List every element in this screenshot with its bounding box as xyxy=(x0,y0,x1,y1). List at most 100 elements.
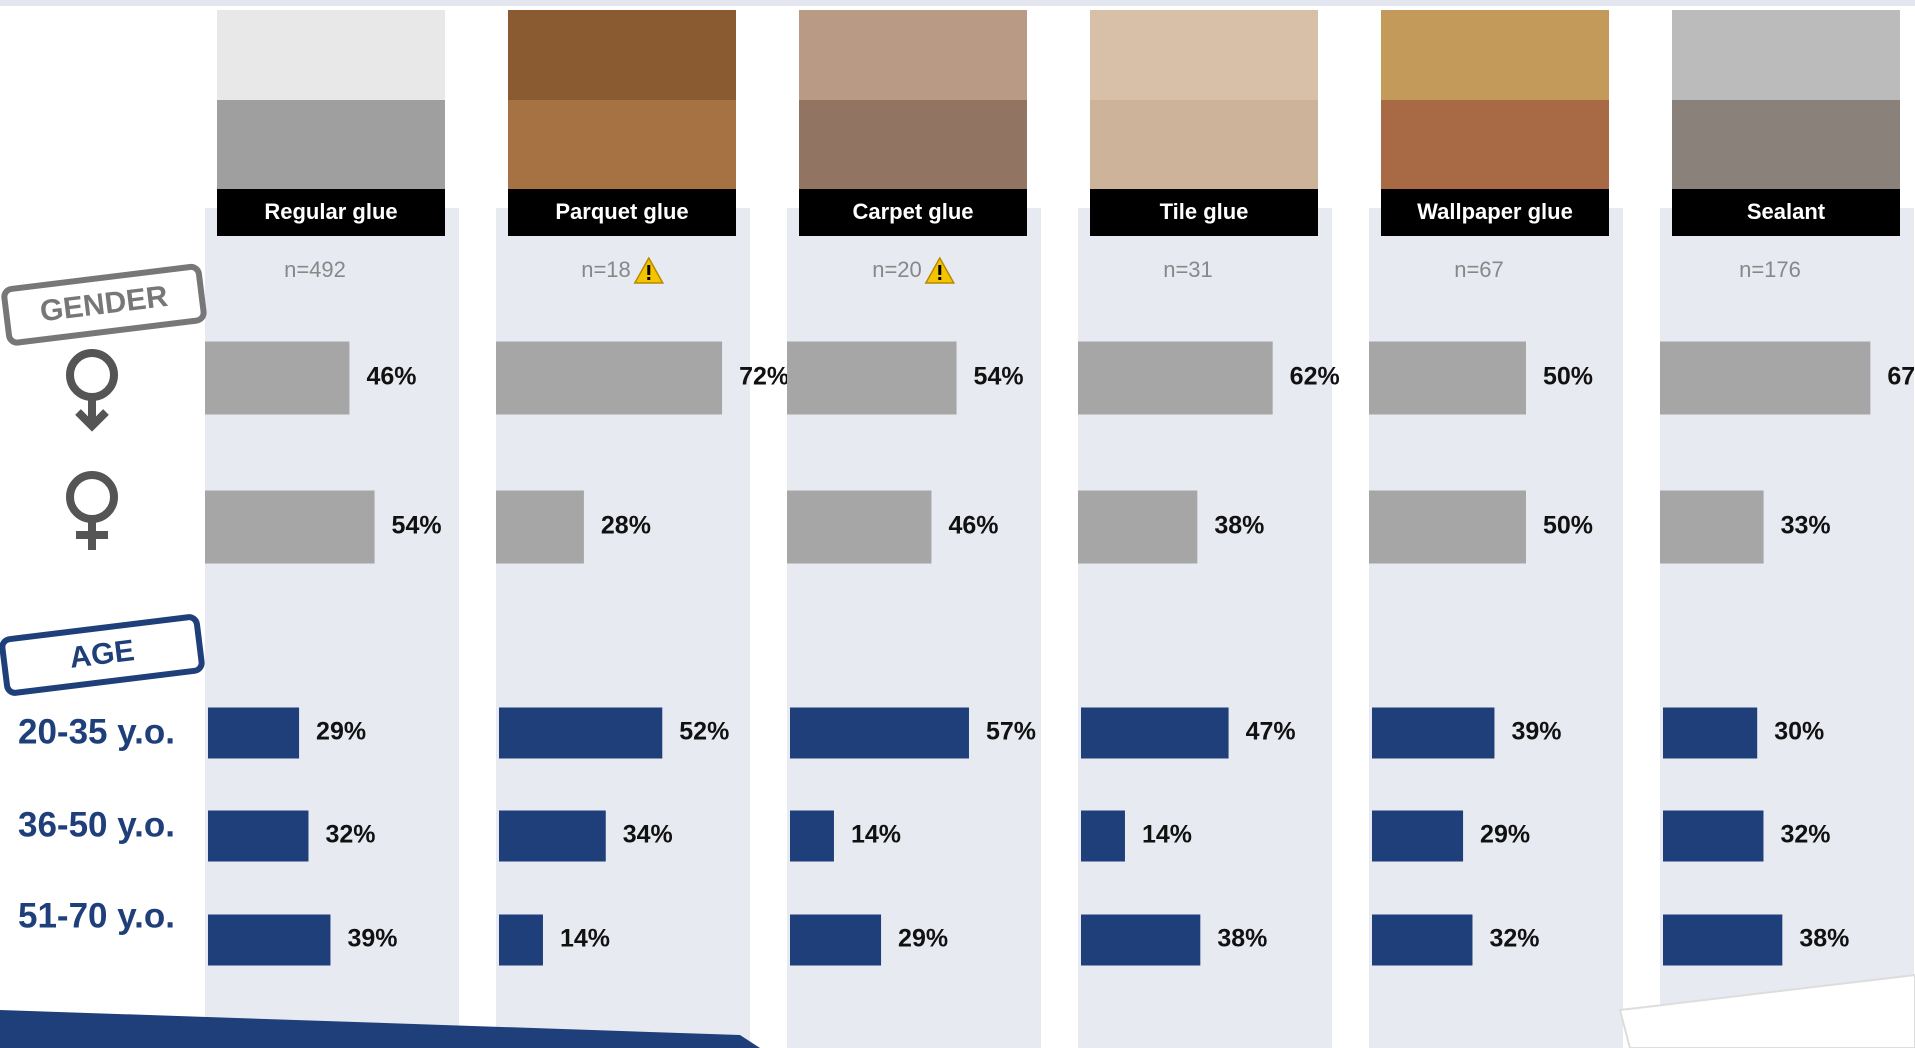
value-label: 57% xyxy=(986,718,1036,746)
panel: Regular glue n=492 46% 54% 29% 32% 39% xyxy=(205,10,445,966)
value-label: 50% xyxy=(1543,512,1593,540)
product-title: Carpet glue xyxy=(852,199,973,224)
value-label: 34% xyxy=(623,821,673,849)
value-label: 52% xyxy=(679,718,729,746)
panel: Carpet glue n=20 54% 46% 57% 14% 29% xyxy=(787,10,1036,966)
age-bar xyxy=(1081,810,1125,862)
gender-bar xyxy=(1369,490,1526,564)
age-label: AGE xyxy=(68,634,137,675)
title-bar xyxy=(1090,189,1318,236)
product-image-detail xyxy=(217,100,445,190)
gender-tag: GENDER xyxy=(1,263,207,346)
footer-card xyxy=(1618,973,1915,1048)
gender-bar xyxy=(496,490,584,564)
gender-bar xyxy=(1660,341,1871,415)
gender-symbol-2 xyxy=(66,471,118,550)
gender-bar xyxy=(787,490,932,564)
value-label: 72% xyxy=(739,363,789,391)
age-bar xyxy=(208,810,309,862)
age-bar xyxy=(208,707,300,759)
warning-mark xyxy=(938,265,942,275)
sample-size: n=176 xyxy=(1739,257,1801,282)
sample-size: n=31 xyxy=(1163,257,1213,282)
age-bar xyxy=(1663,810,1764,862)
value-label: 39% xyxy=(1511,718,1561,746)
age-group-label: 20-35 y.o. xyxy=(18,712,175,751)
value-label: 67% xyxy=(1887,363,1915,391)
value-label: 46% xyxy=(948,512,998,540)
value-label: 14% xyxy=(851,821,901,849)
sample-size: n=18 xyxy=(581,257,631,282)
title-bar xyxy=(1672,189,1900,236)
gender-symbol-1 xyxy=(66,349,118,432)
sample-size: n=20 xyxy=(872,257,922,282)
gender-bar xyxy=(205,490,375,564)
value-label: 28% xyxy=(601,512,651,540)
value-label: 14% xyxy=(560,925,610,953)
tag-box xyxy=(0,614,205,696)
age-bar xyxy=(499,914,543,966)
top-strip xyxy=(0,0,1915,6)
value-label: 29% xyxy=(898,925,948,953)
value-label: 54% xyxy=(392,512,442,540)
product-title: Regular glue xyxy=(264,199,397,224)
product-title: Wallpaper glue xyxy=(1417,199,1573,224)
value-label: 46% xyxy=(366,363,416,391)
age-tag: AGE xyxy=(0,614,205,696)
panel: Wallpaper glue n=67 50% 50% 39% 29% 32% xyxy=(1369,10,1609,966)
age-bar xyxy=(790,707,969,759)
age-bar xyxy=(1372,707,1495,759)
value-label: 29% xyxy=(1480,821,1530,849)
age-bar xyxy=(499,810,606,862)
product-title: Tile glue xyxy=(1160,199,1249,224)
title-bar xyxy=(217,189,445,236)
value-label: 38% xyxy=(1799,925,1849,953)
value-label: 33% xyxy=(1781,512,1831,540)
age-bar xyxy=(1081,914,1201,966)
title-bar xyxy=(799,189,1027,236)
age-bar xyxy=(499,707,663,759)
panel: Tile glue n=31 62% 38% 47% 14% 38% xyxy=(1078,10,1340,966)
value-label: 29% xyxy=(316,718,366,746)
age-bar xyxy=(1372,914,1473,966)
product-title: Sealant xyxy=(1747,199,1826,224)
gender-bar xyxy=(496,341,723,415)
product-image-detail xyxy=(508,100,736,190)
product-image-detail xyxy=(1381,100,1609,190)
value-label: 39% xyxy=(347,925,397,953)
title-bar xyxy=(1381,189,1609,236)
age-group-label: 36-50 y.o. xyxy=(18,805,175,844)
panel: Sealant n=176 67% 33% 30% 32% 38% xyxy=(1660,10,1915,966)
age-bar xyxy=(1372,810,1464,862)
gender-bar xyxy=(1660,490,1764,564)
value-label: 54% xyxy=(974,363,1024,391)
value-label: 50% xyxy=(1543,363,1593,391)
gender-bar xyxy=(1369,341,1526,415)
age-bar xyxy=(790,810,834,862)
product-title: Parquet glue xyxy=(555,199,688,224)
gender-bar xyxy=(205,341,350,415)
value-label: 30% xyxy=(1774,718,1824,746)
product-image-detail xyxy=(1672,100,1900,190)
value-label: 32% xyxy=(1780,821,1830,849)
gender-bar xyxy=(1078,490,1198,564)
value-label: 62% xyxy=(1290,363,1340,391)
value-label: 32% xyxy=(1489,925,1539,953)
warning-dot xyxy=(938,277,942,280)
value-label: 32% xyxy=(325,821,375,849)
age-bar xyxy=(1663,914,1783,966)
sample-size: n=67 xyxy=(1454,257,1504,282)
warning-mark xyxy=(647,265,651,275)
product-image-detail xyxy=(1090,100,1318,190)
value-label: 38% xyxy=(1214,512,1264,540)
product-image-detail xyxy=(799,100,1027,190)
value-label: 14% xyxy=(1142,821,1192,849)
gender-bar xyxy=(787,341,957,415)
footer-band xyxy=(0,1010,760,1048)
age-bar xyxy=(208,914,331,966)
value-label: 47% xyxy=(1246,718,1296,746)
value-label: 38% xyxy=(1217,925,1267,953)
sample-size: n=492 xyxy=(284,257,346,282)
panel: Parquet glue n=18 72% 28% 52% 34% 14% xyxy=(496,10,789,966)
